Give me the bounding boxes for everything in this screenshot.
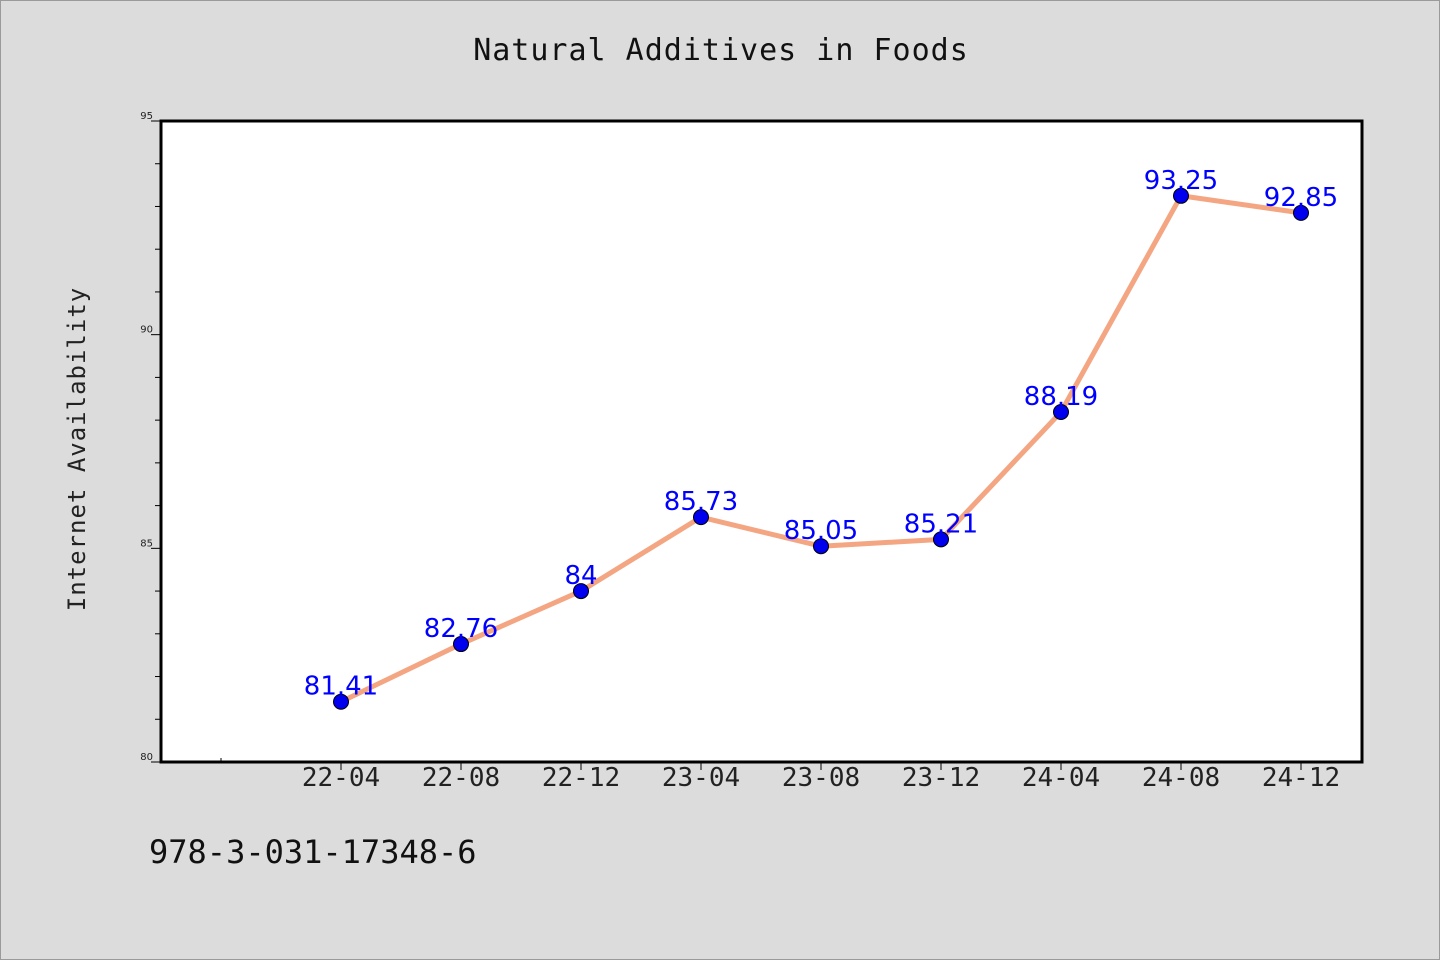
x-tick-label: 23-12 xyxy=(902,763,980,793)
x-tick-label: 22-08 xyxy=(422,763,500,793)
x-tick-label: 22-04 xyxy=(302,763,380,793)
chart-title: Natural Additives in Foods xyxy=(473,33,969,68)
x-tick-label: 23-04 xyxy=(662,763,740,793)
plot-area xyxy=(159,119,1364,764)
data-point xyxy=(813,538,829,555)
data-label: 88.19 xyxy=(1024,382,1098,412)
y-tick-label: 90 xyxy=(140,325,153,336)
data-label: 85.21 xyxy=(904,509,978,539)
y-tick-label: 85 xyxy=(140,538,153,549)
data-labels: 81.41 82.76 84 85.73 85.05 85.21 88.19 93.25 92.… xyxy=(304,166,1338,702)
data-point xyxy=(1293,204,1309,221)
data-point xyxy=(693,509,709,526)
data-label: 85.73 xyxy=(664,487,738,517)
data-label: 82.76 xyxy=(424,614,498,644)
series-layer xyxy=(333,187,1309,710)
y-axis-ticks: 80 85 90 95 xyxy=(140,111,160,763)
data-point xyxy=(453,636,469,653)
data-point xyxy=(573,583,589,600)
x-tick-label: 24-04 xyxy=(1022,763,1100,793)
data-label: 84 xyxy=(564,561,597,591)
x-tick-label: 24-08 xyxy=(1142,763,1220,793)
x-tick-label: 22-12 xyxy=(542,763,620,793)
y-tick-label: 80 xyxy=(140,752,153,763)
data-label: 93.25 xyxy=(1144,166,1218,196)
data-point xyxy=(933,531,949,548)
footer-code: 978-3-031-17348-6 xyxy=(149,833,477,871)
x-tick-label: 23-08 xyxy=(782,763,860,793)
data-point xyxy=(333,693,349,710)
x-tick-label: 24-12 xyxy=(1262,763,1340,793)
data-label: 92.85 xyxy=(1264,183,1338,213)
y-tick-label: 95 xyxy=(140,111,153,122)
data-label: 85.05 xyxy=(784,516,858,546)
data-point xyxy=(1053,404,1069,421)
x-axis-ticks: 22-04 22-08 22-12 23-04 23-08 23-12 24-04 24-08… xyxy=(220,758,1340,793)
data-point xyxy=(1173,187,1189,204)
data-label: 81.41 xyxy=(304,672,378,702)
